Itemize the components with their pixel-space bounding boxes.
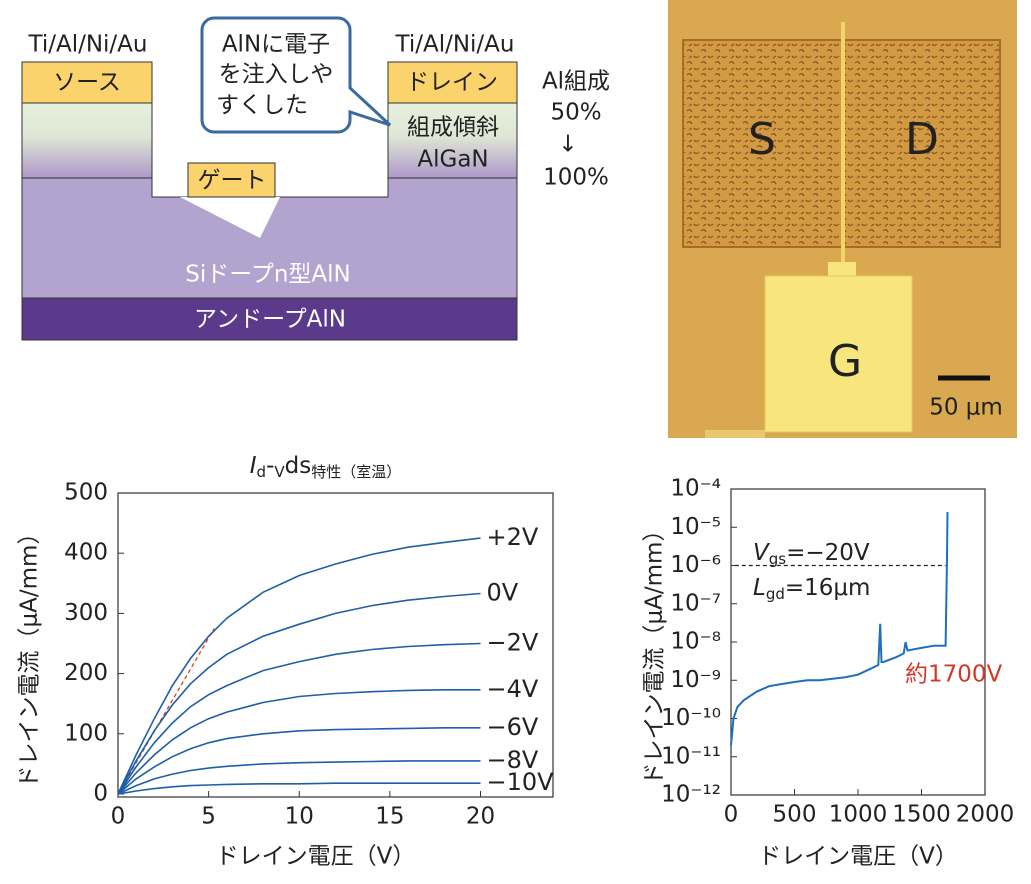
composition-arrow: ↓ xyxy=(558,132,577,158)
y-tick-label: 200 xyxy=(64,660,108,686)
graded-layer-right xyxy=(387,102,518,179)
y-tick-label: 10⁻¹¹ xyxy=(661,743,721,769)
guide-line xyxy=(117,628,215,795)
x-tick-label: 1500 xyxy=(892,802,951,828)
text-part: - xyxy=(266,453,274,479)
series-line xyxy=(117,689,481,795)
x-tick-label: 0 xyxy=(724,802,739,828)
gate-finger xyxy=(841,22,845,264)
source-label: ソース xyxy=(53,70,121,96)
scale-label: 50 μm xyxy=(929,395,1003,421)
y-tick-label: 10⁻⁴ xyxy=(670,476,721,502)
x-tick-label: 5 xyxy=(201,804,216,830)
photo-label: D xyxy=(905,114,939,165)
x-tick-label: 500 xyxy=(773,802,817,828)
gate-pad xyxy=(764,275,913,433)
metal-label: Ti/Al/Ni/Au xyxy=(394,32,514,58)
x-axis-title: ドレイン電圧（V） xyxy=(758,844,958,870)
series-line xyxy=(117,642,481,795)
composition-label: 50% xyxy=(550,100,601,126)
text-part: V xyxy=(753,540,771,566)
x-tick-label: 15 xyxy=(375,804,404,830)
text-part: d xyxy=(257,463,267,481)
y-axis-title: ドレイン電流（μA/mm） xyxy=(642,519,668,786)
callout-text: すくした xyxy=(216,93,308,119)
callout xyxy=(200,16,392,134)
y-tick-label: 10⁻⁶ xyxy=(670,552,721,578)
y-tick-label: 10⁻⁵ xyxy=(670,514,721,540)
x-tick-label: 20 xyxy=(466,804,495,830)
series-label: −6V xyxy=(487,713,539,741)
photo-label: S xyxy=(748,114,776,165)
plot-frame xyxy=(117,492,554,798)
depletion xyxy=(180,197,280,238)
callout-text: を注入しや xyxy=(219,62,334,88)
graded-layer-left xyxy=(21,102,153,179)
text-part: ds xyxy=(285,453,312,479)
text-part: V xyxy=(274,463,285,481)
text-part: gs xyxy=(769,550,787,568)
metal-label: Ti/Al/Ni/Au xyxy=(27,32,147,58)
text-part: gd xyxy=(766,585,785,603)
drain-contact xyxy=(387,61,518,104)
series-label: −2V xyxy=(487,628,539,656)
gate-neck xyxy=(828,262,856,278)
series-line xyxy=(117,782,481,795)
series-label: −10V xyxy=(487,768,555,796)
y-tick-label: 0 xyxy=(93,780,108,806)
x-tick-label: 0 xyxy=(111,804,126,830)
composition-label: Al組成 xyxy=(542,69,610,95)
x-tick-label: 1000 xyxy=(829,802,888,828)
x-axis-title: ドレイン電圧（V） xyxy=(216,844,416,870)
y-axis-title: ドレイン電流（μA/mm） xyxy=(17,522,43,789)
series-label: −4V xyxy=(487,675,539,703)
gate-label: ゲート xyxy=(198,168,267,194)
series-line xyxy=(117,727,481,795)
y-tick-label: 300 xyxy=(64,600,108,626)
text-part: 特性（室温） xyxy=(311,463,401,481)
series-label: −8V xyxy=(487,746,539,774)
buffer-layer xyxy=(21,297,518,341)
x-tick-label: 2000 xyxy=(956,802,1015,828)
series-line xyxy=(730,511,949,746)
y-tick-label: 10⁻⁷ xyxy=(670,590,721,616)
y-tick-label: 400 xyxy=(64,540,108,566)
callout-text: AlNに電子 xyxy=(222,32,330,58)
gate-contact xyxy=(187,162,276,198)
y-tick-label: 10⁻⁸ xyxy=(670,629,721,655)
layer-label: AlGaN xyxy=(417,147,488,173)
pad-edge xyxy=(705,430,765,438)
y-tick-label: 10⁻⁹ xyxy=(670,667,721,693)
series-label: +2V xyxy=(487,523,539,551)
series-label: 0V xyxy=(487,579,519,607)
photo-label: G xyxy=(828,336,862,387)
source-contact xyxy=(21,61,153,104)
y-tick-label: 10⁻¹² xyxy=(661,782,721,808)
series-line xyxy=(117,760,481,795)
cross-section xyxy=(21,16,518,341)
annotation: Vgs=−20V xyxy=(753,540,870,568)
layer-label: アンドープAlN xyxy=(194,307,346,333)
breakdown-label: 約1700V xyxy=(905,662,1003,688)
series-line xyxy=(117,592,481,795)
text-part: I xyxy=(250,453,257,479)
layer-label: 組成傾斜 xyxy=(407,115,499,141)
drain-label: ドレイン xyxy=(406,70,498,96)
micrograph xyxy=(668,0,1017,438)
series-line xyxy=(117,537,481,795)
text-part: L xyxy=(753,575,766,601)
composition-label: 100% xyxy=(543,165,609,191)
x-tick-label: 10 xyxy=(285,804,314,830)
text-part: =−20V xyxy=(786,540,870,566)
y-tick-label: 10⁻¹⁰ xyxy=(661,705,721,731)
y-tick-label: 500 xyxy=(64,480,108,506)
annotation: Id-Vds特性（室温） xyxy=(250,453,402,481)
text-part: =16μm xyxy=(785,575,871,601)
y-tick-label: 100 xyxy=(64,720,108,746)
annotation: Lgd=16μm xyxy=(753,575,870,603)
layer-label: Siドープn型AlN xyxy=(185,262,351,288)
